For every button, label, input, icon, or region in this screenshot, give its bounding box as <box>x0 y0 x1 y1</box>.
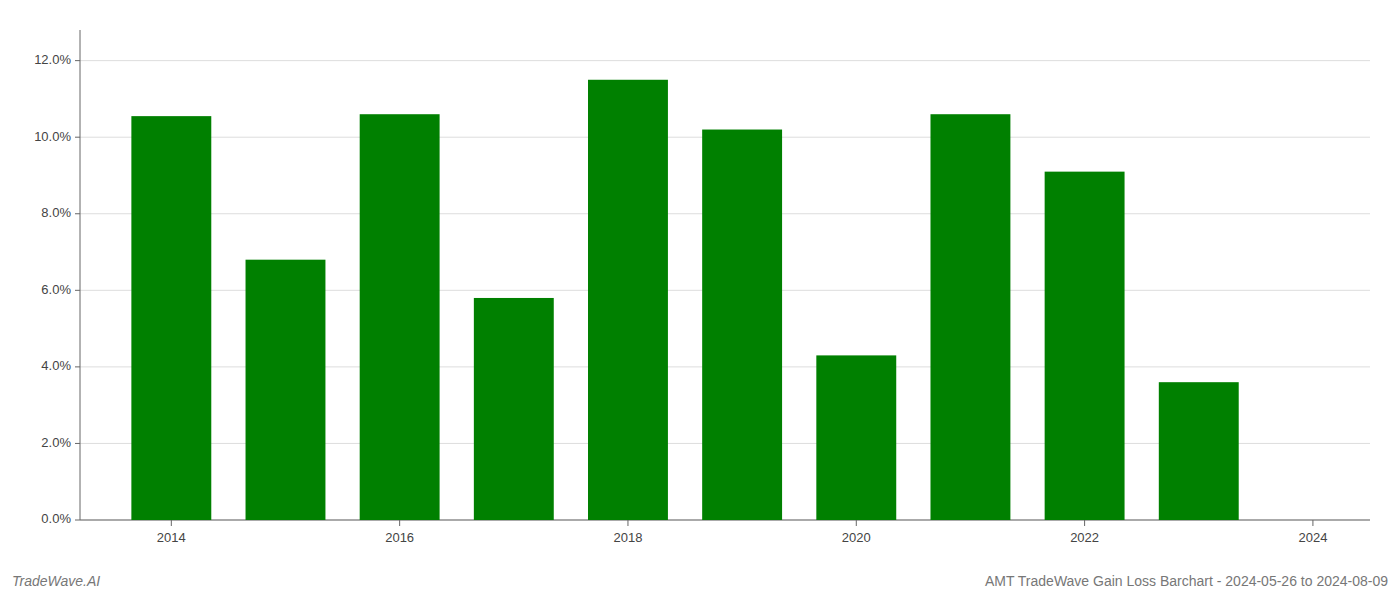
bar <box>1159 382 1239 520</box>
y-tick <box>75 60 80 61</box>
bar <box>930 114 1010 520</box>
x-tick <box>171 520 172 526</box>
y-axis-line <box>80 30 81 520</box>
footer-text: TradeWave.AI <box>12 573 100 589</box>
bars <box>131 80 1238 520</box>
x-tick-label: 2022 <box>1070 530 1099 545</box>
y-tick-label: 2.0% <box>41 435 71 450</box>
bar <box>246 260 326 520</box>
y-tick <box>75 443 80 444</box>
chart-container: 0.0% 2.0% 4.0% 6.0% 8.0% 10.0% 12.0% 2014 2016 20… <box>0 0 1400 600</box>
y-tick <box>75 366 80 367</box>
bar <box>360 114 440 520</box>
y-tick <box>75 137 80 138</box>
x-tick <box>399 520 400 526</box>
y-tick-label: 0.0% <box>41 511 71 526</box>
footer-text: AMT TradeWave Gain Loss Barchart - 2024-… <box>985 573 1388 589</box>
y-tick-label: 8.0% <box>41 205 71 220</box>
x-tick-label: 2016 <box>385 530 414 545</box>
grid <box>80 61 1370 520</box>
x-tick-label: 2020 <box>842 530 871 545</box>
x-tick-label: 2018 <box>614 530 643 545</box>
bar <box>588 80 668 520</box>
x-tick <box>1084 520 1085 526</box>
x-tick <box>856 520 857 526</box>
y-tick-label: 4.0% <box>41 358 71 373</box>
bar <box>702 130 782 520</box>
x-tick <box>1312 520 1313 526</box>
bar <box>1045 172 1125 520</box>
grid-line <box>80 60 1370 61</box>
axes: 0.0% 2.0% 4.0% 6.0% 8.0% 10.0% 12.0% 2014 2016 20… <box>34 30 1370 545</box>
bar <box>816 355 896 520</box>
x-tick-label: 2024 <box>1298 530 1327 545</box>
y-tick <box>75 520 80 521</box>
bar <box>474 298 554 520</box>
x-tick <box>627 520 628 526</box>
chart-svg: 0.0% 2.0% 4.0% 6.0% 8.0% 10.0% 12.0% 2014 2016 20… <box>0 0 1400 600</box>
y-tick <box>75 213 80 214</box>
y-tick-label: 6.0% <box>41 282 71 297</box>
bar <box>131 116 211 520</box>
y-tick-label: 10.0% <box>34 129 71 144</box>
y-tick <box>75 290 80 291</box>
x-tick-label: 2014 <box>157 530 186 545</box>
page: {"chart_data": {"type": "bar", "x": [201… <box>0 0 1400 600</box>
y-tick-label: 12.0% <box>34 52 71 67</box>
